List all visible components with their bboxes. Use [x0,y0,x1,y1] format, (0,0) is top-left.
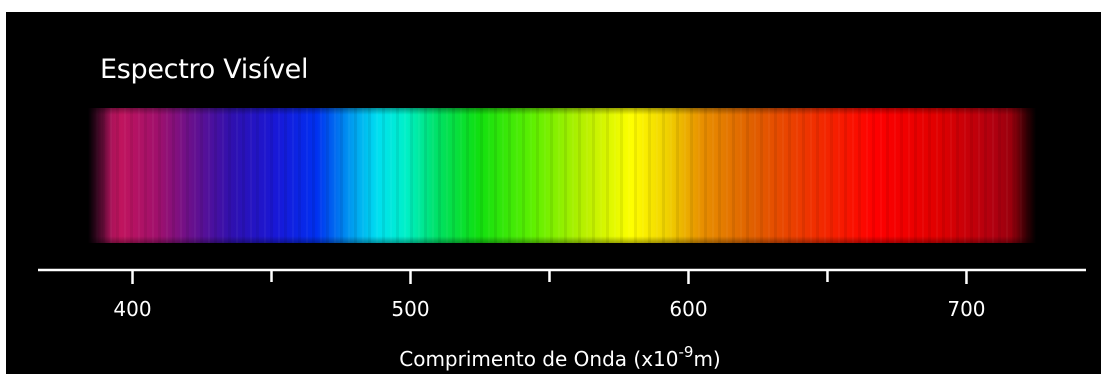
axis-ticks [131,270,968,284]
visible-spectrum-band [88,108,1036,243]
axis-title: Comprimento de Onda (x10-9m) [399,343,721,371]
tick-label-700: 700 [947,297,985,321]
axis-title-main: Comprimento de Onda (x10 [399,347,678,371]
axis-title-suffix: m) [693,347,720,371]
diagram-title: Espectro Visível [100,54,309,85]
tick-label-600: 600 [669,297,707,321]
spectrum-vertical-fade [88,108,1036,243]
axis-tick-labels: 400 500 600 700 [113,297,985,321]
spectrum-panel: Espectro Visível [6,12,1101,374]
tick-label-400: 400 [113,297,151,321]
axis-title-superscript: -9 [678,343,693,361]
tick-label-500: 500 [391,297,429,321]
wavelength-axis: 400 500 600 700 Comprimento de Onda (x10-9m… [38,268,1086,371]
